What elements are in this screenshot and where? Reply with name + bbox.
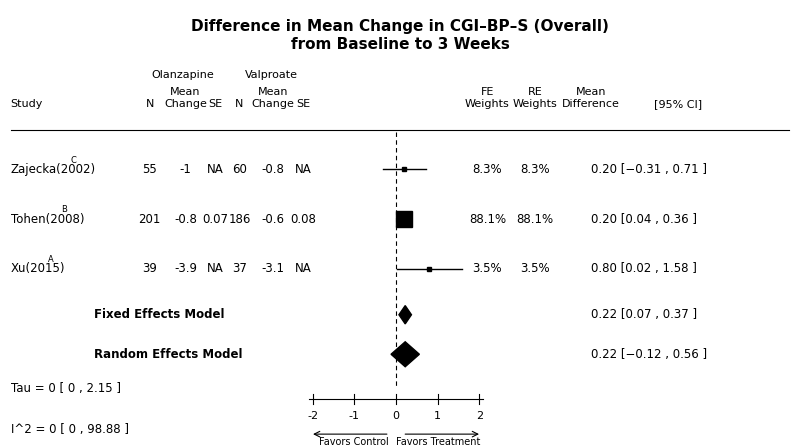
Text: 55: 55	[142, 163, 157, 176]
Text: -0.6: -0.6	[262, 213, 284, 226]
Text: 186: 186	[228, 213, 250, 226]
Text: -3.9: -3.9	[174, 262, 197, 275]
Text: Study: Study	[10, 99, 43, 109]
Text: 0.20 [0.04 , 0.36 ]: 0.20 [0.04 , 0.36 ]	[590, 213, 697, 226]
Polygon shape	[391, 342, 419, 367]
Text: SE: SE	[209, 99, 222, 109]
Text: NA: NA	[207, 163, 224, 176]
Text: 88.1%: 88.1%	[517, 213, 554, 226]
Text: -1: -1	[349, 411, 360, 421]
Text: 0.20 [−0.31 , 0.71 ]: 0.20 [−0.31 , 0.71 ]	[590, 163, 706, 176]
Text: Random Effects Model: Random Effects Model	[94, 348, 242, 361]
Text: -0.8: -0.8	[174, 213, 197, 226]
Text: 3.5%: 3.5%	[473, 262, 502, 275]
Text: Difference in Mean Change in CGI–BP–S (Overall)
from Baseline to 3 Weeks: Difference in Mean Change in CGI–BP–S (O…	[191, 19, 609, 52]
Text: 37: 37	[232, 262, 247, 275]
Text: 0.80 [0.02 , 1.58 ]: 0.80 [0.02 , 1.58 ]	[590, 262, 697, 275]
Text: -1: -1	[179, 163, 191, 176]
Text: Olanzapine: Olanzapine	[151, 70, 214, 80]
Text: 2: 2	[476, 411, 483, 421]
Text: A: A	[47, 255, 54, 264]
Text: 39: 39	[142, 262, 157, 275]
Text: NA: NA	[294, 262, 311, 275]
Text: [95% CI]: [95% CI]	[654, 99, 702, 109]
Text: Xu(2015): Xu(2015)	[10, 262, 66, 275]
Text: 88.1%: 88.1%	[469, 213, 506, 226]
Text: B: B	[62, 206, 67, 215]
Text: 0.22 [−0.12 , 0.56 ]: 0.22 [−0.12 , 0.56 ]	[590, 348, 706, 361]
Text: N: N	[146, 99, 154, 109]
Text: FE
Weights: FE Weights	[465, 87, 510, 109]
Text: Favors Control: Favors Control	[319, 438, 389, 447]
Text: -0.8: -0.8	[262, 163, 284, 176]
Text: 3.5%: 3.5%	[520, 262, 550, 275]
Text: 60: 60	[232, 163, 247, 176]
Text: Fixed Effects Model: Fixed Effects Model	[94, 308, 225, 321]
Text: 8.3%: 8.3%	[520, 163, 550, 176]
Text: 0.08: 0.08	[290, 213, 316, 226]
Text: -3.1: -3.1	[262, 262, 284, 275]
Text: SE: SE	[296, 99, 310, 109]
Text: -2: -2	[307, 411, 318, 421]
Text: 0: 0	[393, 411, 399, 421]
Text: 8.3%: 8.3%	[473, 163, 502, 176]
Text: Tohen(2008): Tohen(2008)	[10, 213, 84, 226]
Text: 0.22 [0.07 , 0.37 ]: 0.22 [0.07 , 0.37 ]	[590, 308, 697, 321]
Text: 201: 201	[138, 213, 161, 226]
Text: NA: NA	[207, 262, 224, 275]
Text: Mean
Change: Mean Change	[164, 87, 207, 109]
Text: Tau = 0 [ 0 , 2.15 ]: Tau = 0 [ 0 , 2.15 ]	[10, 382, 121, 395]
Polygon shape	[399, 306, 411, 324]
Text: C: C	[70, 156, 77, 164]
Text: Mean
Change: Mean Change	[251, 87, 294, 109]
Text: I^2 = 0 [ 0 , 98.88 ]: I^2 = 0 [ 0 , 98.88 ]	[10, 422, 129, 436]
Text: Valproate: Valproate	[245, 70, 298, 80]
Text: Zajecka(2002): Zajecka(2002)	[10, 163, 96, 176]
Text: Favors Treatment: Favors Treatment	[395, 438, 480, 447]
Text: 0.07: 0.07	[202, 213, 229, 226]
Text: N: N	[235, 99, 244, 109]
Text: Mean
Difference: Mean Difference	[562, 87, 620, 109]
Text: NA: NA	[294, 163, 311, 176]
Text: 1: 1	[434, 411, 442, 421]
Text: RE
Weights: RE Weights	[513, 87, 558, 109]
